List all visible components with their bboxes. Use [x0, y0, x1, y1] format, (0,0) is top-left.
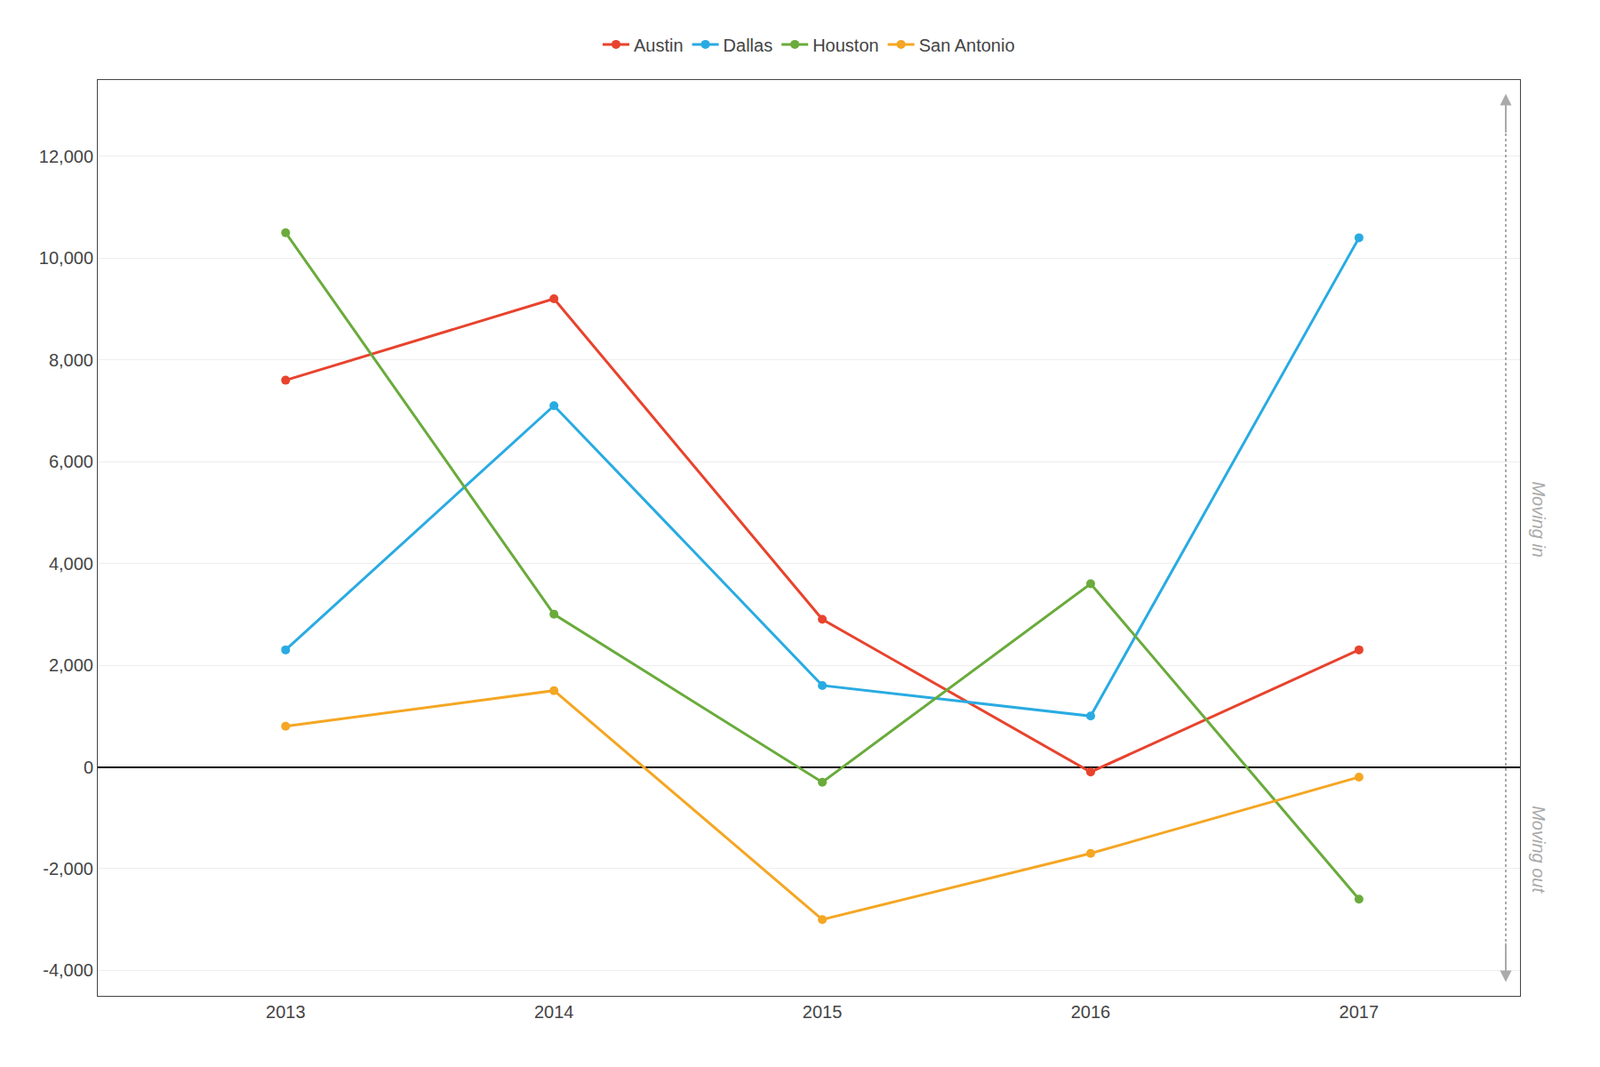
svg-text:San Antonio: San Antonio — [919, 35, 1016, 56]
svg-text:Houston: Houston — [812, 35, 880, 56]
svg-text:2015: 2015 — [802, 1001, 843, 1022]
svg-text:6,000: 6,000 — [48, 451, 94, 472]
svg-text:-4,000: -4,000 — [42, 960, 94, 980]
svg-text:0: 0 — [83, 757, 94, 777]
svg-text:4,000: 4,000 — [48, 553, 94, 574]
svg-text:2014: 2014 — [534, 1001, 575, 1022]
svg-text:10,000: 10,000 — [39, 248, 94, 268]
svg-text:Moving in: Moving in — [1528, 480, 1549, 558]
svg-text:Dallas: Dallas — [723, 35, 774, 56]
svg-text:2,000: 2,000 — [48, 655, 94, 675]
svg-text:-2,000: -2,000 — [42, 858, 94, 879]
svg-text:Moving out: Moving out — [1528, 805, 1549, 894]
svg-text:2016: 2016 — [1071, 1001, 1112, 1022]
svg-text:2017: 2017 — [1339, 1001, 1380, 1022]
svg-text:2013: 2013 — [265, 1001, 306, 1022]
svg-text:12,000: 12,000 — [39, 146, 94, 167]
svg-text:8,000: 8,000 — [48, 350, 94, 370]
svg-text:Austin: Austin — [633, 35, 684, 56]
